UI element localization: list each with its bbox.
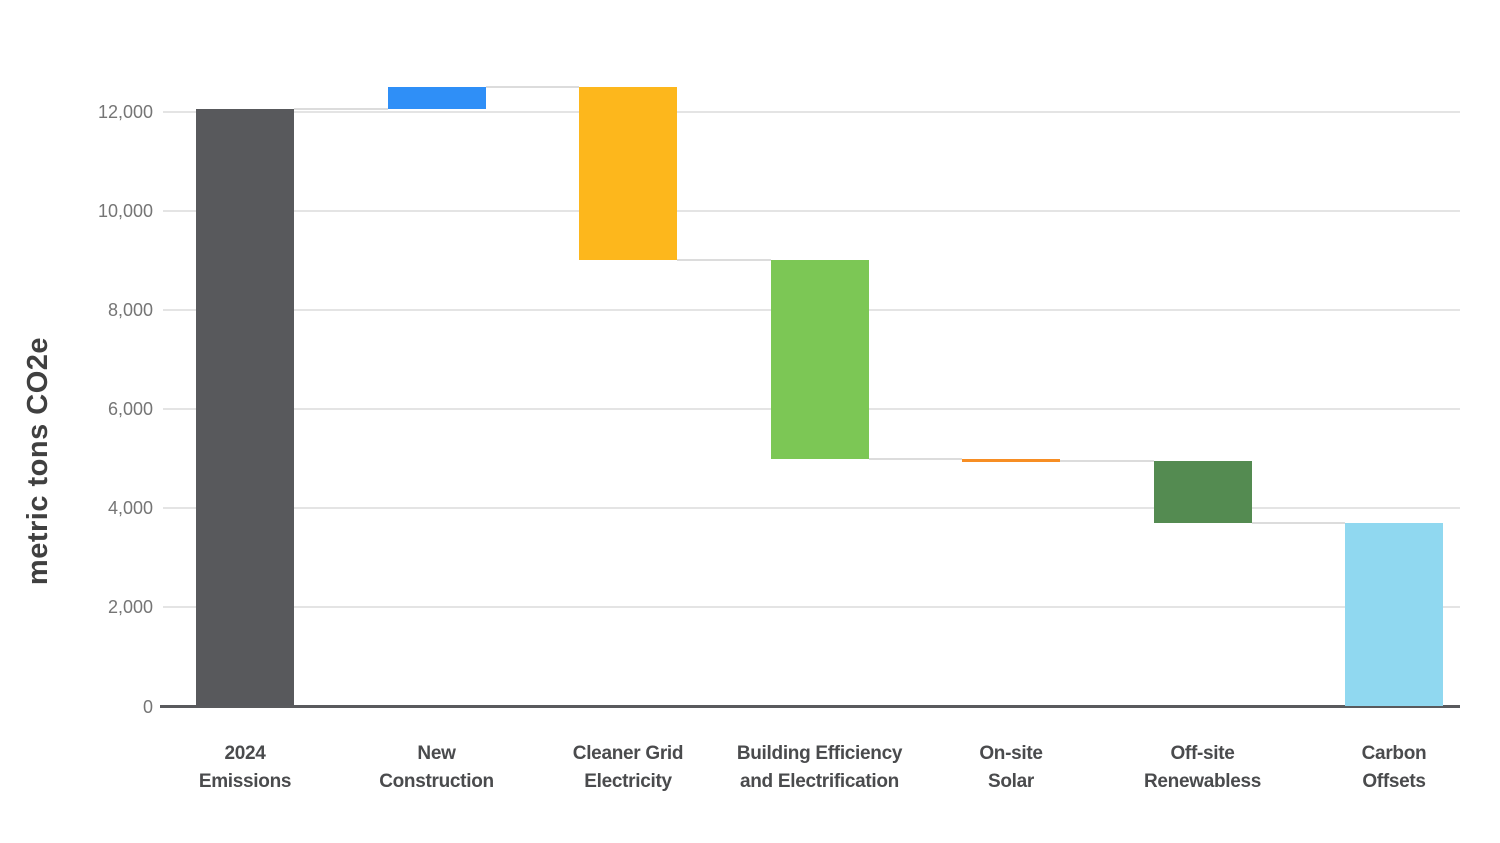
x-tick-label-line: Cleaner Grid bbox=[572, 743, 684, 764]
x-tick-label: On-site Solar bbox=[901, 740, 1121, 796]
connector-line bbox=[294, 108, 388, 111]
x-axis-line bbox=[160, 705, 1460, 708]
gridline bbox=[163, 606, 1460, 609]
x-tick-label-line: Construction bbox=[379, 771, 494, 792]
y-tick-label: 6,000 bbox=[107, 399, 153, 420]
y-tick-label: 12,000 bbox=[97, 101, 153, 122]
x-tick-label: Carbon Offsets bbox=[1284, 740, 1500, 796]
bar-off-site-renewabless bbox=[1153, 461, 1252, 524]
x-tick-label: 2024 Emissions bbox=[135, 740, 355, 796]
connector-line bbox=[1251, 522, 1345, 525]
connector-line bbox=[1060, 460, 1154, 463]
y-tick-label: 10,000 bbox=[97, 200, 153, 221]
y-tick-label: 4,000 bbox=[107, 498, 153, 519]
x-tick-label-line: Emissions bbox=[198, 771, 292, 792]
connector-line bbox=[868, 457, 962, 460]
x-tick-label-line: 2024 bbox=[224, 743, 266, 764]
x-tick-label-line: Solar bbox=[987, 771, 1035, 792]
x-tick-label-line: Building Efficiency bbox=[736, 743, 903, 764]
bar-on-site-solar bbox=[962, 458, 1060, 463]
bar-carbon-offsets bbox=[1345, 523, 1443, 707]
x-tick-label: Cleaner Grid Electricity bbox=[518, 740, 738, 796]
bar-2024-emissions bbox=[196, 109, 294, 707]
x-tick-label-line: Off-site bbox=[1170, 743, 1235, 764]
y-tick-label: 8,000 bbox=[107, 299, 153, 320]
x-tick-label: Building Efficiency and Electrification bbox=[710, 740, 930, 796]
x-tick-label-line: and Electrification bbox=[739, 771, 899, 792]
x-tick-label-line: Renewabless bbox=[1143, 771, 1262, 792]
connector-line bbox=[677, 259, 771, 262]
bar-building-efficiency-and-electrification bbox=[770, 260, 869, 459]
gridline bbox=[163, 110, 1460, 113]
gridline bbox=[163, 209, 1460, 212]
bar-new-construction bbox=[387, 86, 486, 110]
x-tick-label: Off-site Renewabless bbox=[1093, 740, 1313, 796]
y-tick-label: 2,000 bbox=[107, 597, 153, 618]
x-tick-label-line: New bbox=[417, 743, 456, 764]
x-tick-label-line: Electricity bbox=[584, 771, 672, 792]
x-tick-label-line: On-site bbox=[979, 743, 1043, 764]
x-tick-label-line: Carbon bbox=[1361, 743, 1427, 764]
y-tick-label: 0 bbox=[142, 696, 153, 717]
y-axis-title: metric tons CO2e bbox=[22, 336, 54, 586]
x-tick-label-line: Offsets bbox=[1362, 771, 1426, 792]
x-tick-label: New Construction bbox=[327, 740, 547, 796]
connector-line bbox=[485, 85, 579, 88]
gridline bbox=[163, 507, 1460, 510]
bar-cleaner-grid-electricity bbox=[579, 86, 677, 261]
